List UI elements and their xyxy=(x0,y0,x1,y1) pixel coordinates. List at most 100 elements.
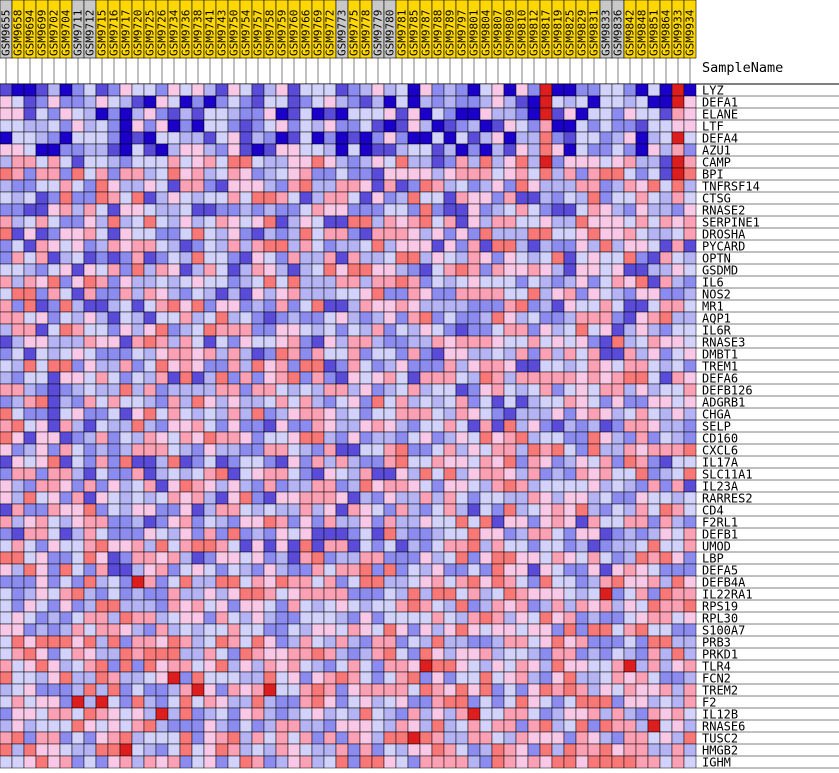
cell-GSDMD-GSM9772 xyxy=(323,263,337,277)
cell-PYCARD-GSM9825 xyxy=(563,239,577,253)
cell-CHGA-GSM9758 xyxy=(263,407,277,421)
cell-BPI-GSM9934 xyxy=(683,167,697,181)
cell-UMOD-GSM9779 xyxy=(371,539,385,553)
cell-IL23A-GSM9694 xyxy=(23,479,37,493)
cell-DEFA1-GSM9778 xyxy=(359,95,373,109)
row-label-BPI: BPI xyxy=(702,168,724,182)
cell-LYZ-GSM9842 xyxy=(623,83,637,97)
cell-RNASE3-GSM9655 xyxy=(0,335,13,349)
cell-TUSC2-GSM9712 xyxy=(83,731,97,745)
cell-CXCL6-GSM9789 xyxy=(443,443,457,457)
cell-NOS2-GSM9851 xyxy=(647,287,661,301)
cell-SERPINE1-GSM9775 xyxy=(347,215,361,229)
cell-S100A7-GSM9810 xyxy=(515,623,529,637)
cell-OPTN-GSM9851 xyxy=(647,251,661,265)
cell-TLR4-GSM9819 xyxy=(551,659,565,673)
row-label-SLC11A1: SLC11A1 xyxy=(702,468,753,482)
cell-PRKD1-GSM9694 xyxy=(23,647,37,661)
cell-PYCARD-GSM9704 xyxy=(59,239,73,253)
cell-UMOD-GSM9810 xyxy=(515,539,529,553)
cell-F2-GSM9704 xyxy=(59,695,73,709)
cell-DEFB126-GSM9789 xyxy=(443,383,457,397)
cell-MR1-GSM9848 xyxy=(635,299,649,313)
cell-RPS19-GSM9704 xyxy=(59,599,73,613)
cell-DEFA6-GSM9848 xyxy=(635,371,649,385)
cell-LTF-GSM9864 xyxy=(659,119,673,133)
cell-DROSHA-GSM9694 xyxy=(23,227,37,241)
cell-UMOD-GSM9750 xyxy=(227,539,241,553)
cell-CAMP-GSM9738 xyxy=(191,155,205,169)
cell-ADGRB1-GSM9801 xyxy=(467,395,481,409)
cell-SLC11A1-GSM9787 xyxy=(419,467,433,481)
cell-BPI-GSM9817 xyxy=(539,167,553,181)
cell-RARRES2-GSM9851 xyxy=(647,491,661,505)
column-label-GSM9864: GSM9864 xyxy=(660,9,673,56)
cell-TLR4-GSM9801 xyxy=(467,659,481,673)
cell-IL6R-GSM9704 xyxy=(59,323,73,337)
cell-DEFB1-GSM9778 xyxy=(359,527,373,541)
cell-TREM1-GSM9781 xyxy=(395,359,409,373)
cell-RARRES2-GSM9773 xyxy=(335,491,349,505)
cell-BPI-GSM9655 xyxy=(0,167,13,181)
column-label-GSM9702: GSM9702 xyxy=(48,10,61,56)
cell-LTF-GSM9738 xyxy=(191,119,205,133)
cell-LBP-GSM9801 xyxy=(467,551,481,565)
cell-IGHM-GSM9734 xyxy=(167,755,181,769)
cell-IGHM-GSM9725 xyxy=(143,755,157,769)
cell-F2RL1-GSM9804 xyxy=(479,515,493,529)
cell-PRKD1-GSM9760 xyxy=(287,647,301,661)
cell-CTSG-GSM9797 xyxy=(455,191,469,205)
cell-TUSC2-GSM9864 xyxy=(659,731,673,745)
cell-IL23A-GSM9712 xyxy=(83,479,97,493)
cell-AZU1-GSM9812 xyxy=(527,143,541,157)
cell-CAMP-GSM9658 xyxy=(11,155,25,169)
cell-SLC11A1-GSM9759 xyxy=(275,467,289,481)
cell-SERPINE1-GSM9773 xyxy=(335,215,349,229)
cell-CHGA-GSM9769 xyxy=(311,407,325,421)
cell-IGHM-GSM9848 xyxy=(635,755,649,769)
cell-TREM1-GSM9711 xyxy=(71,359,85,373)
cell-AQP1-GSM9760 xyxy=(287,311,301,325)
cell-DEFA4-GSM9773 xyxy=(335,131,349,145)
cell-TREM2-GSM9702 xyxy=(47,683,61,697)
cell-AZU1-GSM9769 xyxy=(311,143,325,157)
cell-SLC11A1-GSM9772 xyxy=(323,467,337,481)
cell-DEFB1-GSM9715 xyxy=(95,527,109,541)
cell-RPL30-GSM9694 xyxy=(23,611,37,625)
cell-TREM2-GSM9760 xyxy=(287,683,301,697)
cell-CD4-GSM9851 xyxy=(647,503,661,517)
cell-ELANE-GSM9754 xyxy=(239,107,253,121)
cell-HMGB2-GSM9760 xyxy=(287,743,301,757)
cell-DEFA1-GSM9797 xyxy=(455,95,469,109)
cell-PRB3-GSM9778 xyxy=(359,635,373,649)
cell-DEFA1-GSM9699 xyxy=(35,95,49,109)
cell-LYZ-GSM9694 xyxy=(23,83,37,97)
cell-IL6R-GSM9711 xyxy=(71,323,85,337)
cell-DROSHA-GSM9743 xyxy=(215,227,229,241)
cell-OPTN-GSM9785 xyxy=(407,251,421,265)
cell-ADGRB1-GSM9934 xyxy=(683,395,697,409)
cell-DMBT1-GSM9825 xyxy=(563,347,577,361)
cell-LYZ-GSM9743 xyxy=(215,83,229,97)
cell-TNFRSF14-GSM9711 xyxy=(71,179,85,193)
cell-DEFB1-GSM9766 xyxy=(299,527,313,541)
cell-DEFA1-GSM9759 xyxy=(275,95,289,109)
cell-DEFA1-GSM9772 xyxy=(323,95,337,109)
cell-DMBT1-GSM9655 xyxy=(0,347,13,361)
cell-S100A7-GSM9812 xyxy=(527,623,541,637)
cell-DEFB1-GSM9851 xyxy=(647,527,661,541)
cell-IL6-GSM9804 xyxy=(479,275,493,289)
cell-AQP1-GSM9772 xyxy=(323,311,337,325)
cell-MR1-GSM9797 xyxy=(455,299,469,313)
cell-DEFA5-GSM9789 xyxy=(443,563,457,577)
cell-FCN2-GSM9833 xyxy=(599,671,613,685)
cell-PRKD1-GSM9717 xyxy=(119,647,133,661)
cell-SLC11A1-GSM9715 xyxy=(95,467,109,481)
cell-DROSHA-GSM9741 xyxy=(203,227,217,241)
cell-PRKD1-GSM9743 xyxy=(215,647,229,661)
cell-DMBT1-GSM9933 xyxy=(671,347,685,361)
cell-DEFA6-GSM9754 xyxy=(239,371,253,385)
cell-IL23A-GSM9807 xyxy=(491,479,505,493)
cell-CD4-GSM9775 xyxy=(347,503,361,517)
cell-PRB3-GSM9734 xyxy=(167,635,181,649)
